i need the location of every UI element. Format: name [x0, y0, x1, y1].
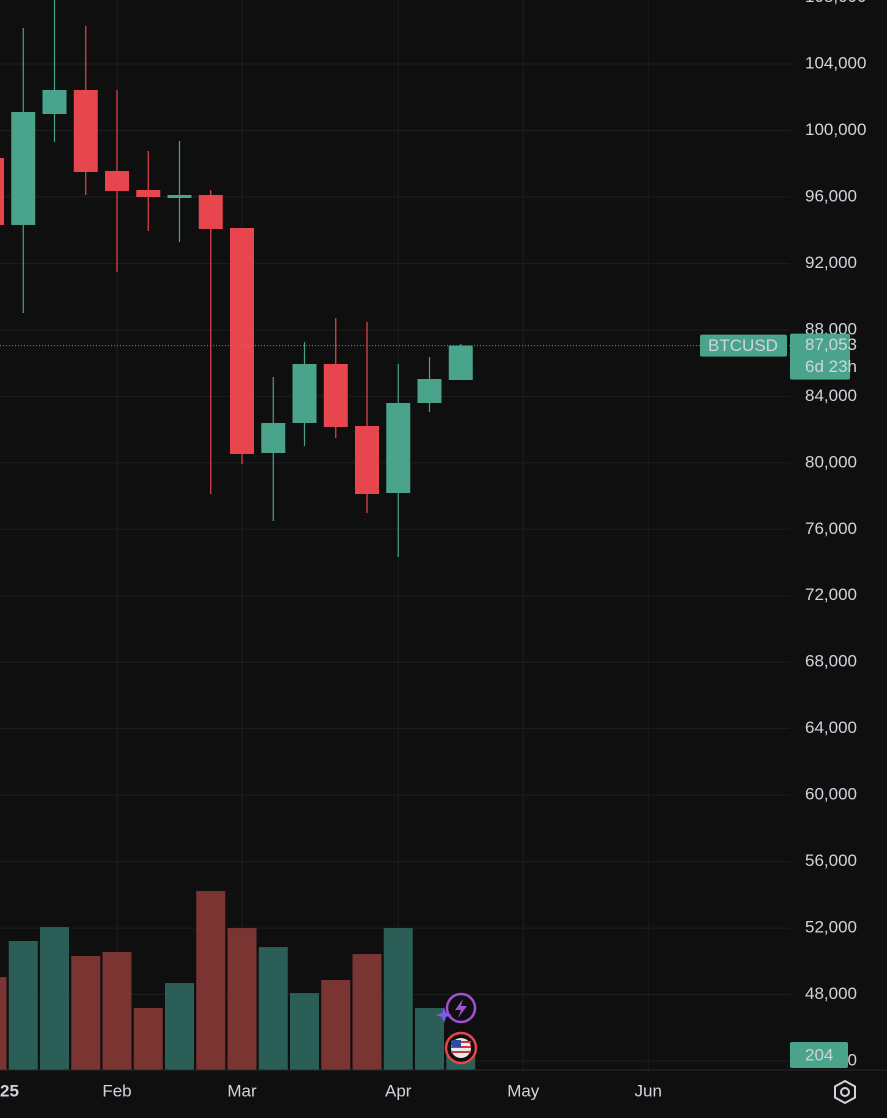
price-badge — [790, 333, 850, 380]
candle-body — [386, 402, 411, 494]
y-tick-label: 100,000 — [805, 120, 866, 139]
candle-body — [417, 378, 442, 403]
x-tick-label: 25 — [0, 1081, 19, 1100]
settings-hex[interactable] — [834, 1079, 856, 1105]
y-tick-label: 76,000 — [805, 519, 857, 538]
flash-glyph — [455, 999, 467, 1018]
y-tick-label: 96,000 — [805, 186, 857, 205]
y-tick-label: 56,000 — [805, 851, 857, 870]
volume-bar — [321, 980, 351, 1070]
y-tick-label: 48,000 — [805, 984, 857, 1003]
candle-body — [198, 194, 223, 229]
countdown-label: 6d 23h — [805, 357, 857, 376]
volume-bar — [227, 928, 257, 1070]
settings-dot — [840, 1087, 850, 1097]
candle-body — [42, 89, 67, 114]
candle-body — [0, 158, 4, 225]
candle-body — [261, 422, 286, 453]
candle-body — [323, 364, 348, 427]
x-tick-label: Mar — [227, 1081, 257, 1100]
volume-badge — [790, 1042, 848, 1068]
y-tick-label: 72,000 — [805, 585, 857, 604]
volume-bar — [133, 1008, 163, 1070]
volume-bar — [165, 983, 194, 1070]
symbol-badge — [700, 334, 787, 357]
volume-bar — [40, 927, 69, 1070]
y-tick-label: 68,000 — [805, 652, 857, 671]
candle-body — [105, 170, 129, 191]
volume-label: 204 — [805, 1045, 833, 1064]
axes: 44,00048,00052,00056,00060,00064,00068,0… — [0, 0, 866, 1100]
volume-bar — [102, 952, 132, 1070]
candle-body — [448, 345, 473, 380]
volume-bar — [0, 977, 7, 1070]
price-label: 87,053 — [805, 335, 857, 354]
y-tick-label: 92,000 — [805, 253, 857, 272]
overlay: BTCUSD 87,053 6d 23h 204 — [0, 333, 857, 1068]
y-tick-label: 104,000 — [805, 53, 866, 72]
candle-body — [230, 227, 254, 454]
candle-body — [136, 189, 161, 198]
x-tick-label: Feb — [102, 1081, 131, 1100]
candle-body — [167, 194, 192, 198]
candle-body — [355, 425, 379, 495]
volume-pane — [0, 891, 476, 1070]
volume-bar — [258, 947, 288, 1070]
flag-canton — [452, 1040, 461, 1047]
y-tick-label: 108,000 — [805, 0, 866, 6]
x-tick-label: Apr — [385, 1081, 412, 1100]
volume-bar — [8, 941, 38, 1070]
y-tick-label: 80,000 — [805, 452, 857, 471]
y-tick-label: 64,000 — [805, 718, 857, 737]
y-tick-label: 60,000 — [805, 785, 857, 804]
symbol-label: BTCUSD — [708, 336, 778, 355]
volume-bar — [352, 954, 382, 1070]
settings-icon[interactable] — [834, 1079, 856, 1105]
candles — [0, 0, 473, 557]
candle-body — [292, 364, 317, 423]
candle-body — [11, 111, 36, 225]
flag-stripe — [451, 1051, 471, 1053]
volume-bar — [415, 1008, 444, 1070]
y-tick-label: 88,000 — [805, 319, 857, 338]
candle-body — [73, 89, 98, 172]
sparkle — [436, 1007, 452, 1023]
volume-bar — [383, 928, 413, 1070]
grid — [0, 0, 790, 1070]
volume-bar — [196, 891, 226, 1070]
y-tick-label: 84,000 — [805, 386, 857, 405]
x-tick-label: May — [507, 1081, 540, 1100]
y-tick-label: 52,000 — [805, 918, 857, 937]
volume-bar — [290, 993, 319, 1070]
x-tick-label: Jun — [635, 1081, 662, 1100]
event-icons[interactable] — [436, 992, 478, 1065]
volume-bar — [71, 956, 101, 1070]
